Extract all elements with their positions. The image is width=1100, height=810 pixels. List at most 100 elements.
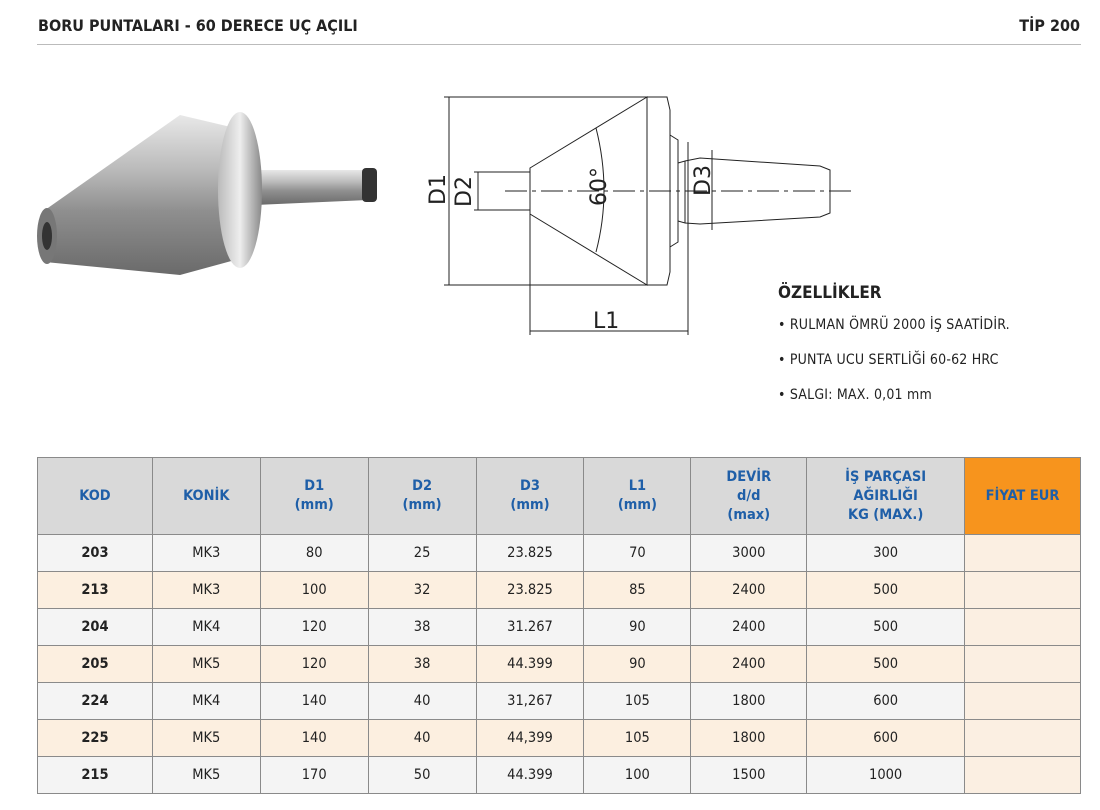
header-text: (max) <box>727 506 771 523</box>
angle-label: 60° <box>587 167 612 206</box>
header-text: L1 <box>628 478 647 494</box>
table-cell: 213 <box>37 571 153 609</box>
table-cell: 80 <box>259 534 369 572</box>
d3-label: D3 <box>691 165 716 196</box>
type-label: TİP 200 <box>1019 16 1080 35</box>
header-text: KG (MAX.) <box>847 506 924 523</box>
price-cell <box>964 645 1081 683</box>
header-text: KOD <box>79 487 111 504</box>
table-cell: MK5 <box>151 645 261 683</box>
table-cell: 225 <box>37 719 153 757</box>
table-cell: 300 <box>806 534 966 572</box>
table-cell: 105 <box>583 682 692 720</box>
table-cell: 600 <box>806 719 966 757</box>
header-text: (mm) <box>617 497 657 513</box>
table-cell: 23.825 <box>475 571 585 609</box>
table-row: 204 MK4 120 38 31.267 90 2400 500 <box>37 608 1081 646</box>
column-header: KOD <box>37 457 153 535</box>
table-cell: 500 <box>806 571 966 609</box>
table-cell: 204 <box>37 608 153 646</box>
technical-drawing <box>444 96 855 335</box>
l1-label: L1 <box>593 309 619 334</box>
table-row: 205 MK5 120 38 44.399 90 2400 500 <box>37 645 1081 683</box>
column-header: KONİK <box>151 457 261 535</box>
header-text: FİYAT EUR <box>985 487 1060 504</box>
table-cell: 203 <box>37 534 153 572</box>
product-photo <box>37 112 377 275</box>
table-cell: MK5 <box>151 756 261 794</box>
table-cell: 105 <box>583 719 692 757</box>
spec-table: KOD KONİK D1 (mm) D2 (mm) D3 (mm) L1 (mm) DEVİR d/d… <box>37 457 1081 794</box>
table-row: 225 MK5 140 40 44,399 105 1800 600 <box>37 719 1081 757</box>
price-cell <box>964 571 1081 609</box>
header-text: İŞ PARÇASI <box>845 468 927 485</box>
table-cell: MK4 <box>151 682 261 720</box>
column-header: DEVİR d/d (max) <box>690 457 808 535</box>
table-cell: 120 <box>259 645 369 683</box>
table-cell: 2400 <box>690 608 808 646</box>
table-cell: 215 <box>37 756 153 794</box>
table-cell: MK4 <box>151 608 261 646</box>
table-cell: 1000 <box>806 756 966 794</box>
table-cell: 205 <box>37 645 153 683</box>
table-cell: 500 <box>806 608 966 646</box>
table-cell: 120 <box>259 608 369 646</box>
table-cell: 70 <box>583 534 692 572</box>
price-cell <box>964 534 1081 572</box>
table-cell: 600 <box>806 682 966 720</box>
header-text: D1 <box>304 478 325 494</box>
column-header: D2 (mm) <box>367 457 477 535</box>
table-cell: 44.399 <box>475 756 585 794</box>
feature-item: • PUNTA UCU SERTLİĞİ 60-62 HRC <box>778 352 999 368</box>
table-cell: MK3 <box>151 534 261 572</box>
divider <box>37 44 1081 45</box>
table-cell: 1500 <box>690 756 808 794</box>
table-cell: 31.267 <box>475 608 585 646</box>
table-cell: 100 <box>583 756 692 794</box>
column-header: FİYAT EUR <box>964 457 1081 535</box>
page-title: BORU PUNTALARI - 60 DERECE UÇ AÇILI <box>38 16 358 35</box>
table-cell: 32 <box>367 571 477 609</box>
table-cell: 2400 <box>690 571 808 609</box>
product-illustration: D1 D2 D3 60° L1 <box>37 96 855 335</box>
features-section: ÖZELLİKLER • RULMAN ÖMRÜ 2000 İŞ SAATİDİ… <box>778 283 1010 422</box>
table-cell: 90 <box>583 645 692 683</box>
header-text: (mm) <box>510 497 550 513</box>
table-cell: 170 <box>259 756 369 794</box>
feature-item: • RULMAN ÖMRÜ 2000 İŞ SAATİDİR. <box>778 317 1010 333</box>
table-cell: 1800 <box>690 682 808 720</box>
table-cell: 1800 <box>690 719 808 757</box>
header-text: D2 <box>412 478 433 494</box>
table-cell: 90 <box>583 608 692 646</box>
table-cell: 40 <box>367 719 477 757</box>
header-text: d/d <box>737 487 761 504</box>
table-cell: 3000 <box>690 534 808 572</box>
price-cell <box>964 719 1081 757</box>
table-row: 224 MK4 140 40 31,267 105 1800 600 <box>37 682 1081 720</box>
table-cell: 500 <box>806 645 966 683</box>
table-cell: 31,267 <box>475 682 585 720</box>
table-cell: 140 <box>259 682 369 720</box>
header-text: (mm) <box>294 497 334 513</box>
table-cell: 38 <box>367 608 477 646</box>
price-cell <box>964 608 1081 646</box>
price-cell <box>964 756 1081 794</box>
table-header-row: KOD KONİK D1 (mm) D2 (mm) D3 (mm) L1 (mm) DEVİR d/d… <box>37 457 1081 535</box>
table-cell: 224 <box>37 682 153 720</box>
features-title: ÖZELLİKLER <box>778 283 882 303</box>
header-text: (mm) <box>402 497 442 513</box>
feature-item: • SALGI: MAX. 0,01 mm <box>778 387 932 403</box>
table-cell: 44.399 <box>475 645 585 683</box>
table-row: 203 MK3 80 25 23.825 70 3000 300 <box>37 534 1081 572</box>
table-cell: MK5 <box>151 719 261 757</box>
d2-label: D2 <box>452 176 477 207</box>
column-header: L1 (mm) <box>583 457 692 535</box>
header-text: KONİK <box>183 487 230 504</box>
table-cell: 50 <box>367 756 477 794</box>
table-cell: 100 <box>259 571 369 609</box>
table-cell: 44,399 <box>475 719 585 757</box>
header-text: DEVİR <box>726 468 772 485</box>
header-text: D3 <box>520 478 540 494</box>
column-header: D3 (mm) <box>475 457 585 535</box>
table-cell: 38 <box>367 645 477 683</box>
